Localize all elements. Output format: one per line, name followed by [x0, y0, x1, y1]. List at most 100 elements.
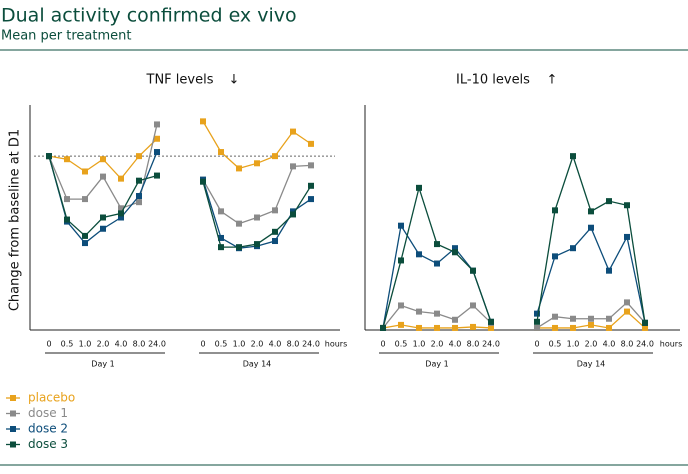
day-label: Day 1	[425, 360, 448, 369]
point	[118, 175, 124, 182]
x-tick-label: 1.0	[567, 340, 580, 349]
y-axis-label: Change from baseline at D1	[8, 129, 23, 311]
x-tick-label: 4.0	[115, 340, 128, 349]
legend-label: placebo	[28, 391, 75, 405]
point	[534, 310, 540, 317]
point	[570, 324, 576, 331]
x-tick-label: 1.0	[233, 340, 246, 349]
point	[642, 324, 648, 331]
point	[416, 308, 422, 315]
x-tick-label: 8.0	[287, 340, 300, 349]
point	[588, 315, 594, 322]
subtitle: Mean per treatment	[1, 29, 132, 44]
point	[552, 253, 558, 260]
x-unit: hours	[325, 340, 348, 349]
point	[308, 182, 314, 189]
point	[570, 153, 576, 160]
point	[570, 315, 576, 322]
point	[416, 184, 422, 191]
legend-label: dose 3	[28, 437, 68, 451]
series-line	[536, 226, 646, 323]
point	[82, 240, 88, 247]
panel-arrow: ↓	[229, 73, 240, 88]
point	[218, 244, 224, 251]
point	[136, 177, 142, 184]
point	[272, 153, 278, 160]
point	[416, 251, 422, 258]
point	[290, 208, 296, 215]
point	[82, 196, 88, 203]
point	[254, 214, 260, 221]
point	[100, 214, 106, 221]
x-tick-label: 8.0	[133, 340, 146, 349]
point	[82, 168, 88, 175]
point	[434, 260, 440, 267]
x-tick-label: 4.0	[603, 340, 616, 349]
legend-label: dose 1	[28, 406, 68, 420]
point	[624, 308, 630, 315]
legend-swatch	[10, 441, 16, 448]
point	[118, 214, 124, 221]
point	[606, 198, 612, 205]
point	[380, 324, 386, 331]
point	[272, 238, 278, 245]
day-label: Day 1	[91, 360, 114, 369]
x-tick-label: 2.0	[431, 340, 444, 349]
point	[606, 315, 612, 322]
x-tick-label: 0	[380, 340, 385, 349]
legend-swatch	[10, 426, 16, 432]
point	[236, 220, 242, 227]
point	[624, 233, 630, 240]
x-tick-label: 2.0	[251, 340, 264, 349]
point	[534, 318, 540, 325]
point	[254, 160, 260, 167]
point	[488, 324, 494, 331]
point	[552, 207, 558, 214]
point	[118, 210, 124, 217]
point	[624, 299, 630, 306]
point	[118, 205, 124, 212]
point	[606, 324, 612, 331]
point	[290, 163, 296, 170]
point	[200, 118, 206, 125]
x-tick-label: 24.0	[302, 340, 320, 349]
day-label: Day 14	[577, 360, 606, 369]
point	[154, 121, 160, 128]
panel-arrow: ↑	[547, 73, 558, 88]
x-tick-label: 0.5	[395, 340, 408, 349]
point	[434, 241, 440, 248]
point	[488, 318, 494, 325]
point	[470, 267, 476, 274]
point	[46, 153, 52, 160]
point	[434, 310, 440, 317]
point	[136, 153, 142, 160]
x-tick-label: 24.0	[148, 340, 166, 349]
x-tick-label: 0	[534, 340, 539, 349]
x-tick-label: 0	[200, 340, 205, 349]
point	[218, 208, 224, 215]
point	[218, 149, 224, 156]
point	[236, 244, 242, 251]
point	[398, 257, 404, 264]
point	[154, 172, 160, 179]
point	[552, 313, 558, 320]
point	[434, 324, 440, 331]
point	[452, 245, 458, 252]
point	[82, 232, 88, 239]
point	[290, 128, 296, 135]
x-unit: hours	[660, 340, 683, 349]
x-tick-label: 0.5	[61, 340, 74, 349]
point	[254, 241, 260, 248]
point	[100, 225, 106, 232]
point	[452, 324, 458, 331]
point	[398, 321, 404, 328]
point	[100, 173, 106, 180]
point	[308, 162, 314, 169]
point	[570, 245, 576, 252]
point	[588, 224, 594, 231]
point	[398, 302, 404, 309]
point	[588, 321, 594, 328]
point	[552, 324, 558, 331]
point	[200, 178, 206, 185]
